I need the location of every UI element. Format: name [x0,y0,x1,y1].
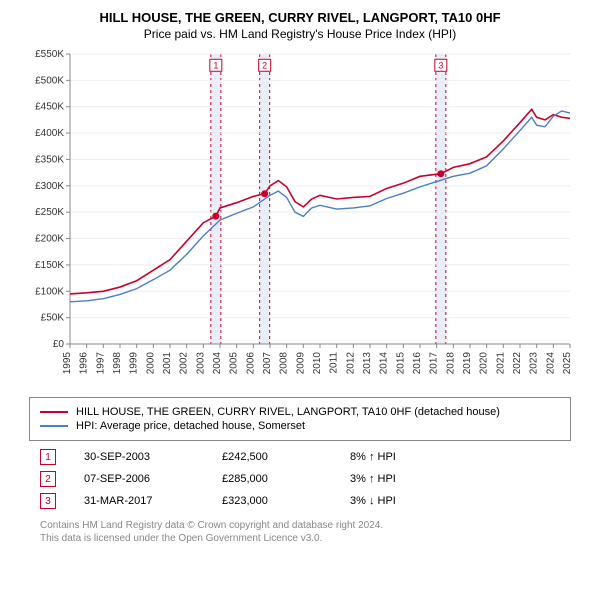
svg-text:2007: 2007 [262,352,273,375]
svg-text:£250K: £250K [35,207,64,218]
svg-text:2013: 2013 [362,352,373,375]
svg-text:1998: 1998 [112,352,123,375]
event-pct: 3% ↑ HPI [350,473,440,485]
svg-text:2006: 2006 [245,352,256,375]
event-date: 31-MAR-2017 [84,495,194,507]
svg-text:2020: 2020 [479,352,490,375]
attribution-line1: Contains HM Land Registry data © Crown c… [40,519,560,532]
svg-text:1997: 1997 [95,352,106,375]
event-marker: 1 [40,449,56,465]
svg-text:£100K: £100K [35,286,64,297]
event-date: 07-SEP-2006 [84,473,194,485]
line-chart: £0 £50K £100K £150K £200K £250K £300K £350K £400… [20,49,580,389]
svg-text:2: 2 [262,60,267,70]
legend-label: HILL HOUSE, THE GREEN, CURRY RIVEL, LANG… [76,406,500,418]
event-row: 3 31-MAR-2017 £323,000 3% ↓ HPI [40,493,560,509]
chart-subtitle: Price paid vs. HM Land Registry's House … [10,27,590,41]
svg-text:2010: 2010 [312,352,323,375]
svg-text:2002: 2002 [179,352,190,375]
legend: HILL HOUSE, THE GREEN, CURRY RIVEL, LANG… [29,397,571,441]
svg-text:2012: 2012 [345,352,356,375]
svg-text:2021: 2021 [495,352,506,375]
event-price: £242,500 [222,451,322,463]
event-date: 30-SEP-2003 [84,451,194,463]
event-row: 2 07-SEP-2006 £285,000 3% ↑ HPI [40,471,560,487]
legend-label: HPI: Average price, detached house, Some… [76,420,305,432]
svg-text:£300K: £300K [35,181,64,192]
svg-text:£50K: £50K [41,313,65,324]
legend-swatch [40,425,68,427]
event-price: £285,000 [222,473,322,485]
event-row: 1 30-SEP-2003 £242,500 8% ↑ HPI [40,449,560,465]
svg-text:2023: 2023 [529,352,540,375]
event-pct: 8% ↑ HPI [350,451,440,463]
event-pct: 3% ↓ HPI [350,495,440,507]
svg-text:1999: 1999 [129,352,140,375]
svg-text:2003: 2003 [195,352,206,375]
svg-text:£350K: £350K [35,154,64,165]
svg-text:£0: £0 [53,339,65,350]
svg-text:2016: 2016 [412,352,423,375]
attribution-line2: This data is licensed under the Open Gov… [40,532,560,545]
svg-text:2000: 2000 [145,352,156,375]
svg-text:2025: 2025 [562,352,573,375]
events-table: 1 30-SEP-2003 £242,500 8% ↑ HPI 2 07-SEP-2006… [40,449,560,509]
svg-text:£150K: £150K [35,260,64,271]
title-block: HILL HOUSE, THE GREEN, CURRY RIVEL, LANG… [10,10,590,41]
svg-text:2005: 2005 [229,352,240,375]
svg-text:2004: 2004 [212,352,223,375]
chart-title: HILL HOUSE, THE GREEN, CURRY RIVEL, LANG… [10,10,590,25]
svg-text:2024: 2024 [545,352,556,375]
svg-text:1: 1 [213,60,218,70]
svg-text:2015: 2015 [395,352,406,375]
event-marker: 3 [40,493,56,509]
svg-text:£550K: £550K [35,49,64,60]
svg-text:£450K: £450K [35,102,64,113]
svg-text:2008: 2008 [279,352,290,375]
legend-row: HILL HOUSE, THE GREEN, CURRY RIVEL, LANG… [40,406,560,418]
legend-swatch [40,411,68,413]
chart-area: £0 £50K £100K £150K £200K £250K £300K £350K £400… [20,49,580,389]
attribution: Contains HM Land Registry data © Crown c… [40,519,560,545]
svg-text:3: 3 [438,60,443,70]
svg-text:1996: 1996 [79,352,90,375]
svg-text:2019: 2019 [462,352,473,375]
svg-text:£200K: £200K [35,234,64,245]
svg-text:1995: 1995 [62,352,73,375]
svg-text:2017: 2017 [429,352,440,375]
svg-text:2001: 2001 [162,352,173,375]
svg-text:2018: 2018 [445,352,456,375]
svg-text:2022: 2022 [512,352,523,375]
legend-row: HPI: Average price, detached house, Some… [40,420,560,432]
svg-text:2011: 2011 [329,352,340,374]
svg-text:2014: 2014 [379,352,390,375]
svg-text:2009: 2009 [295,352,306,375]
svg-text:£400K: £400K [35,128,64,139]
event-marker: 2 [40,471,56,487]
event-price: £323,000 [222,495,322,507]
svg-text:£500K: £500K [35,75,64,86]
